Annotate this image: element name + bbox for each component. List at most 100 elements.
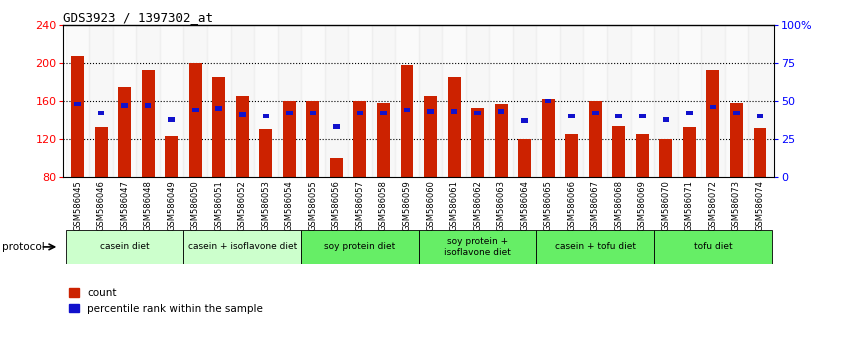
Bar bbox=[706, 70, 719, 177]
Bar bbox=[613, 126, 625, 177]
Bar bbox=[121, 103, 128, 108]
Bar bbox=[451, 109, 458, 114]
Bar bbox=[662, 117, 669, 121]
Bar bbox=[541, 99, 555, 177]
Bar bbox=[400, 65, 414, 177]
Text: soy protein diet: soy protein diet bbox=[324, 242, 396, 251]
Text: soy protein +
isoflavone diet: soy protein + isoflavone diet bbox=[444, 237, 511, 257]
Bar bbox=[349, 25, 371, 177]
Bar bbox=[165, 136, 179, 177]
Bar bbox=[113, 25, 136, 177]
Bar bbox=[95, 127, 107, 177]
Bar bbox=[519, 139, 531, 177]
Bar bbox=[354, 101, 366, 177]
Bar bbox=[654, 230, 772, 264]
Bar bbox=[545, 98, 552, 103]
Bar bbox=[301, 230, 419, 264]
Bar bbox=[536, 25, 560, 177]
Bar bbox=[607, 25, 630, 177]
Bar bbox=[630, 25, 654, 177]
Bar bbox=[636, 134, 649, 177]
Bar bbox=[262, 114, 269, 119]
Bar bbox=[306, 101, 319, 177]
Bar bbox=[141, 70, 155, 177]
Bar bbox=[301, 25, 325, 177]
Bar bbox=[497, 109, 504, 114]
Bar bbox=[236, 96, 249, 177]
Bar bbox=[216, 106, 222, 111]
Bar bbox=[310, 111, 316, 115]
Bar bbox=[683, 127, 696, 177]
Bar bbox=[754, 127, 766, 177]
Bar bbox=[442, 25, 466, 177]
Bar bbox=[136, 25, 160, 177]
Bar bbox=[710, 104, 717, 109]
Text: casein + tofu diet: casein + tofu diet bbox=[555, 242, 635, 251]
Bar bbox=[118, 87, 131, 177]
Bar bbox=[448, 77, 460, 177]
Bar bbox=[733, 111, 739, 115]
Bar bbox=[145, 103, 151, 108]
Text: casein diet: casein diet bbox=[100, 242, 150, 251]
Bar bbox=[725, 25, 748, 177]
Bar bbox=[686, 111, 693, 115]
Bar bbox=[192, 108, 199, 113]
Legend: count, percentile rank within the sample: count, percentile rank within the sample bbox=[69, 289, 263, 314]
Bar bbox=[254, 25, 277, 177]
Bar bbox=[98, 111, 104, 115]
Bar bbox=[184, 230, 301, 264]
Bar bbox=[160, 25, 184, 177]
Bar bbox=[212, 77, 225, 177]
Bar bbox=[589, 101, 602, 177]
Bar bbox=[475, 111, 481, 115]
Text: casein + isoflavone diet: casein + isoflavone diet bbox=[188, 242, 297, 251]
Bar bbox=[756, 114, 763, 119]
Bar bbox=[495, 104, 508, 177]
Bar bbox=[380, 111, 387, 115]
Bar bbox=[639, 114, 645, 119]
Bar bbox=[184, 25, 207, 177]
Bar bbox=[701, 25, 725, 177]
Bar bbox=[189, 63, 201, 177]
Bar bbox=[404, 108, 410, 113]
Bar bbox=[90, 25, 113, 177]
Bar bbox=[466, 25, 489, 177]
Text: protocol: protocol bbox=[2, 242, 45, 252]
Bar bbox=[536, 230, 654, 264]
Bar bbox=[419, 230, 536, 264]
Bar bbox=[377, 103, 390, 177]
Bar bbox=[207, 25, 230, 177]
Bar bbox=[748, 25, 772, 177]
Bar bbox=[330, 158, 343, 177]
Bar bbox=[427, 109, 434, 114]
Bar bbox=[239, 112, 245, 117]
Bar bbox=[230, 25, 254, 177]
Bar bbox=[66, 25, 90, 177]
Bar bbox=[616, 114, 622, 119]
Bar bbox=[730, 103, 743, 177]
Bar bbox=[489, 25, 513, 177]
Bar bbox=[357, 111, 363, 115]
Bar bbox=[513, 25, 536, 177]
Bar bbox=[260, 130, 272, 177]
Bar bbox=[654, 25, 678, 177]
Bar bbox=[521, 118, 528, 123]
Bar bbox=[560, 25, 584, 177]
Bar bbox=[565, 134, 578, 177]
Bar bbox=[659, 139, 673, 177]
Bar bbox=[471, 108, 484, 177]
Bar bbox=[592, 111, 599, 115]
Bar bbox=[678, 25, 701, 177]
Text: tofu diet: tofu diet bbox=[694, 242, 733, 251]
Bar bbox=[168, 117, 175, 121]
Bar bbox=[371, 25, 395, 177]
Bar bbox=[424, 96, 437, 177]
Bar bbox=[325, 25, 349, 177]
Bar bbox=[74, 102, 81, 106]
Bar bbox=[584, 25, 607, 177]
Bar bbox=[277, 25, 301, 177]
Text: GDS3923 / 1397302_at: GDS3923 / 1397302_at bbox=[63, 11, 213, 24]
Bar bbox=[569, 114, 575, 119]
Bar bbox=[283, 101, 296, 177]
Bar bbox=[286, 111, 293, 115]
